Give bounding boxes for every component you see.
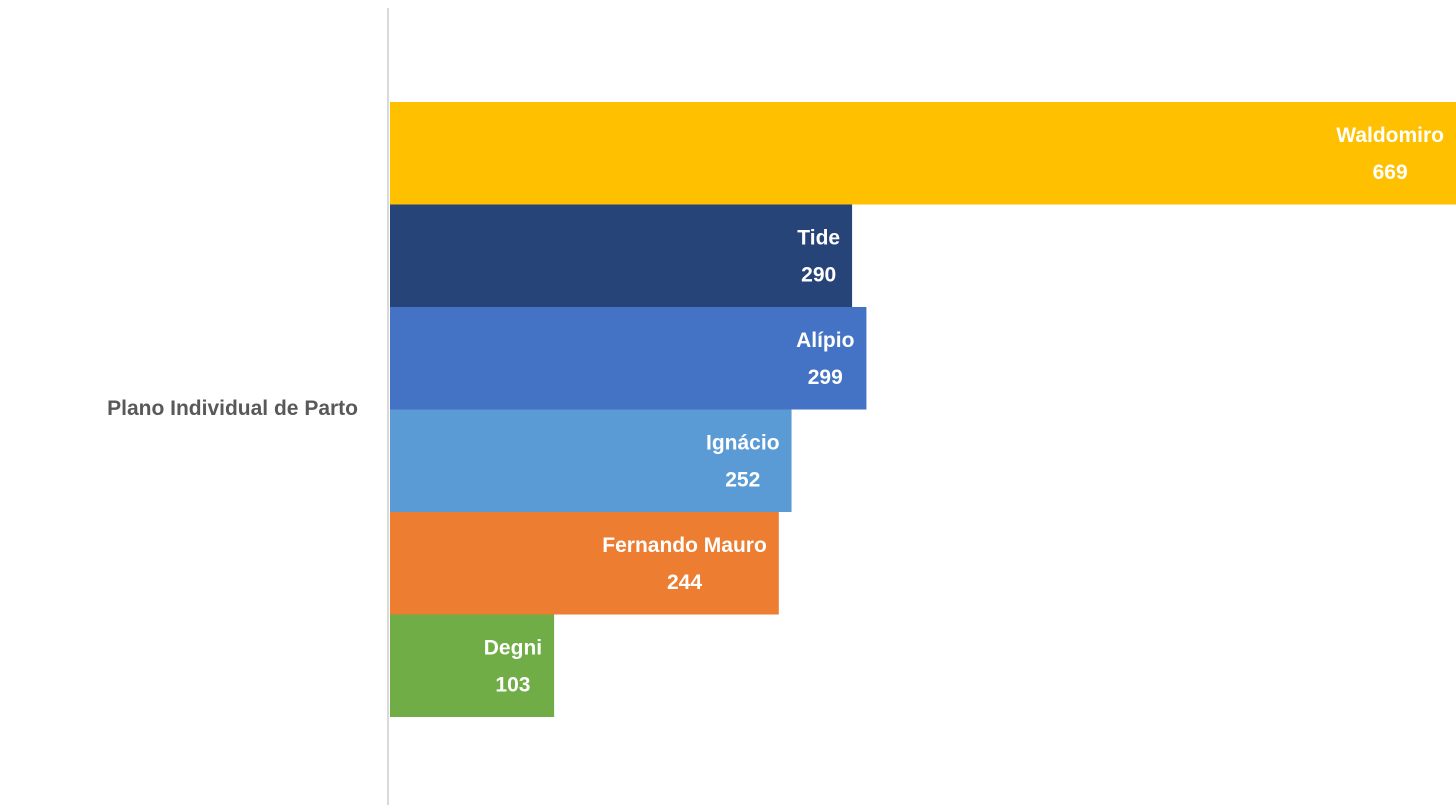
- series-label: Tide: [797, 226, 840, 249]
- series-label: Degni: [484, 636, 542, 659]
- value-label: 252: [725, 468, 760, 491]
- value-label: 290: [801, 263, 836, 286]
- bar: [390, 409, 792, 512]
- category-label: Plano Individual de Parto: [107, 397, 358, 420]
- bar: [390, 204, 853, 307]
- series-label: Ignácio: [706, 431, 780, 454]
- bar: [390, 307, 867, 410]
- value-label: 299: [808, 366, 843, 389]
- bar: [390, 614, 555, 717]
- series-label: Fernando Mauro: [602, 534, 767, 557]
- value-label: 244: [667, 571, 702, 594]
- value-label: 103: [495, 673, 530, 696]
- series-label: Waldomiro: [1336, 124, 1444, 147]
- bar: [390, 512, 779, 615]
- series-label: Alípio: [796, 329, 854, 352]
- bar: [390, 102, 1456, 205]
- value-label: 669: [1373, 161, 1408, 184]
